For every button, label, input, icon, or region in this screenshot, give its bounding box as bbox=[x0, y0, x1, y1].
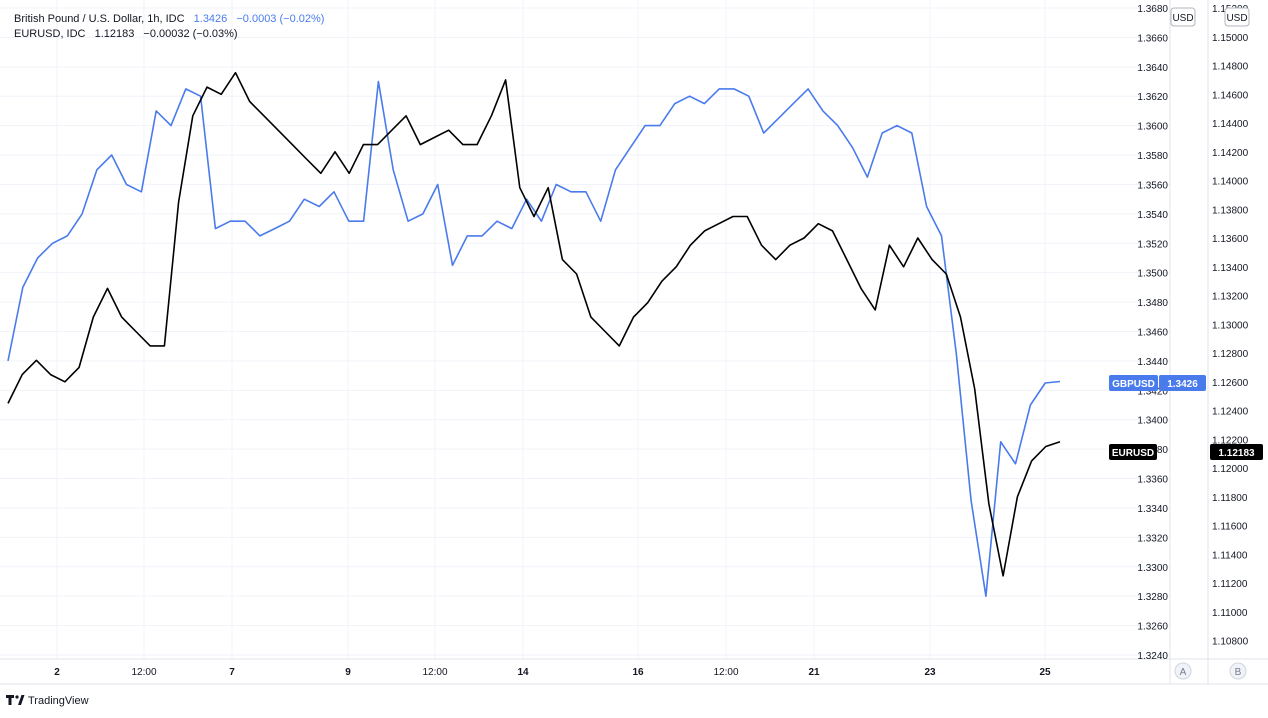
right-axis-tick-label: 1.13000 bbox=[1212, 320, 1249, 331]
tradingview-logo-icon bbox=[6, 695, 14, 705]
left-axis-tick-label: 1.3520 bbox=[1137, 239, 1168, 250]
right-scale-label: B bbox=[1235, 667, 1242, 678]
left-axis-tick-label: 1.3400 bbox=[1137, 416, 1168, 427]
left-axis-tick-label: 1.3560 bbox=[1137, 180, 1168, 191]
legend-eur-name: EURUSD, IDC bbox=[14, 28, 86, 40]
legend-eur-last: 1.12183 bbox=[95, 28, 135, 40]
right-axis-tick-label: 1.12000 bbox=[1212, 464, 1249, 475]
left-axis-tick-label: 1.3680 bbox=[1137, 4, 1168, 15]
left-scale-button[interactable]: A bbox=[1174, 662, 1192, 680]
legend: British Pound / U.S. Dollar, 1h, IDC 1.3… bbox=[14, 13, 324, 40]
right-axis-tick-label: 1.11200 bbox=[1212, 579, 1248, 590]
time-axis-tick-label: 12:00 bbox=[131, 667, 156, 678]
left-axis-tick-label: 1.3540 bbox=[1137, 210, 1168, 221]
eurusd-price-badges: EURUSD 1.12183 bbox=[1109, 444, 1263, 460]
right-axis-tick-label: 1.12600 bbox=[1212, 378, 1249, 389]
gbpusd-series-label: GBPUSD bbox=[1112, 379, 1155, 390]
left-axis-tick-label: 1.3320 bbox=[1137, 533, 1168, 544]
right-price-axis[interactable]: 1.152001.150001.148001.146001.144001.142… bbox=[1212, 4, 1249, 648]
left-currency-button[interactable]: USD bbox=[1170, 7, 1196, 27]
left-axis-tick-label: 1.3480 bbox=[1137, 298, 1168, 309]
left-axis-tick-label: 1.3260 bbox=[1137, 622, 1168, 633]
time-axis-tick-label: 25 bbox=[1039, 667, 1051, 678]
left-axis-tick-label: 1.3240 bbox=[1137, 651, 1168, 662]
right-axis-tick-label: 1.14200 bbox=[1212, 148, 1249, 159]
gbpusd-last-price: 1.3426 bbox=[1167, 379, 1198, 390]
time-axis-tick-label: 14 bbox=[517, 667, 529, 678]
legend-gbp-row[interactable]: British Pound / U.S. Dollar, 1h, IDC 1.3… bbox=[14, 13, 324, 25]
right-axis-tick-label: 1.14400 bbox=[1212, 119, 1249, 130]
left-axis-tick-label: 1.3580 bbox=[1137, 151, 1168, 162]
time-axis-tick-label: 16 bbox=[632, 667, 644, 678]
time-axis[interactable]: 2 12:00 7 9 12:00 14 16 12:00 21 23 25 bbox=[54, 667, 1051, 678]
time-axis-tick-label: 7 bbox=[229, 667, 235, 678]
time-axis-tick-label: 12:00 bbox=[713, 667, 738, 678]
left-axis-tick-label: 1.3600 bbox=[1137, 122, 1168, 133]
gbpusd-price-badges: GBPUSD 1.3426 bbox=[1109, 375, 1206, 391]
legend-eur-change: −0.00032 (−0.03%) bbox=[143, 28, 237, 40]
right-currency-button[interactable]: USD bbox=[1224, 7, 1250, 27]
time-axis-tick-label: 12:00 bbox=[422, 667, 447, 678]
right-axis-tick-label: 1.11800 bbox=[1212, 493, 1248, 504]
left-axis-tick-label: 1.3280 bbox=[1137, 592, 1168, 603]
time-axis-tick-label: 2 bbox=[54, 667, 60, 678]
right-axis-tick-label: 1.14600 bbox=[1212, 90, 1249, 101]
eurusd-last-price: 1.12183 bbox=[1218, 448, 1255, 459]
left-axis-tick-label: 1.3340 bbox=[1137, 504, 1168, 515]
eurusd-series-label: EURUSD bbox=[1112, 448, 1154, 459]
series-layer bbox=[7, 71, 1061, 598]
right-axis-tick-label: 1.13400 bbox=[1212, 263, 1249, 274]
right-axis-tick-label: 1.10800 bbox=[1212, 637, 1249, 648]
eurusd-series-line[interactable] bbox=[7, 71, 1061, 577]
left-axis-tick-label: 1.3640 bbox=[1137, 63, 1168, 74]
left-axis-tick-label: 1.3360 bbox=[1137, 475, 1168, 486]
time-axis-tick-label: 23 bbox=[924, 667, 936, 678]
right-scale-button[interactable]: B bbox=[1229, 662, 1247, 680]
left-axis-tick-label: 1.3620 bbox=[1137, 92, 1168, 103]
right-axis-tick-label: 1.11600 bbox=[1212, 522, 1248, 533]
left-axis-tick-label: 1.3300 bbox=[1137, 563, 1168, 574]
right-axis-tick-label: 1.13800 bbox=[1212, 205, 1249, 216]
left-axis-tick-label: 1.3500 bbox=[1137, 269, 1168, 280]
time-axis-tick-label: 21 bbox=[808, 667, 820, 678]
right-axis-tick-label: 1.12400 bbox=[1212, 407, 1249, 418]
right-axis-tick-label: 1.14000 bbox=[1212, 177, 1249, 188]
legend-gbp-name: British Pound / U.S. Dollar, 1h, IDC bbox=[14, 13, 185, 25]
right-axis-tick-label: 1.13200 bbox=[1212, 292, 1249, 303]
legend-eur-row[interactable]: EURUSD, IDC 1.12183 −0.00032 (−0.03%) bbox=[14, 28, 238, 40]
left-axis-tick-label: 1.3460 bbox=[1137, 328, 1168, 339]
left-axis-tick-label: 1.3660 bbox=[1137, 33, 1168, 44]
left-axis-tick-label: 1.3440 bbox=[1137, 357, 1168, 368]
right-currency-label: USD bbox=[1226, 13, 1247, 24]
legend-gbp-change: −0.0003 (−0.02%) bbox=[236, 13, 324, 25]
legend-gbp-last: 1.3426 bbox=[194, 13, 228, 25]
right-axis-tick-label: 1.14800 bbox=[1212, 62, 1249, 73]
left-axis-tick-label: 1.3420 bbox=[1137, 386, 1168, 397]
right-axis-tick-label: 1.15000 bbox=[1212, 33, 1249, 44]
right-axis-tick-label: 1.12200 bbox=[1212, 435, 1249, 446]
tradingview-logo[interactable]: TradingView bbox=[6, 695, 89, 707]
right-axis-tick-label: 1.13600 bbox=[1212, 234, 1249, 245]
left-scale-label: A bbox=[1180, 667, 1187, 678]
tradingview-logo-text: TradingView bbox=[28, 695, 89, 707]
left-price-axis[interactable]: 1.3680 1.3660 1.3640 1.3620 1.3600 1.3580 1.35… bbox=[1137, 4, 1168, 662]
right-axis-tick-label: 1.12800 bbox=[1212, 349, 1249, 360]
gbpusd-series-line[interactable] bbox=[7, 80, 1061, 598]
time-axis-tick-label: 9 bbox=[345, 667, 351, 678]
left-currency-label: USD bbox=[1172, 13, 1193, 24]
right-axis-tick-label: 1.11000 bbox=[1212, 608, 1248, 619]
right-axis-tick-label: 1.11400 bbox=[1212, 550, 1248, 561]
